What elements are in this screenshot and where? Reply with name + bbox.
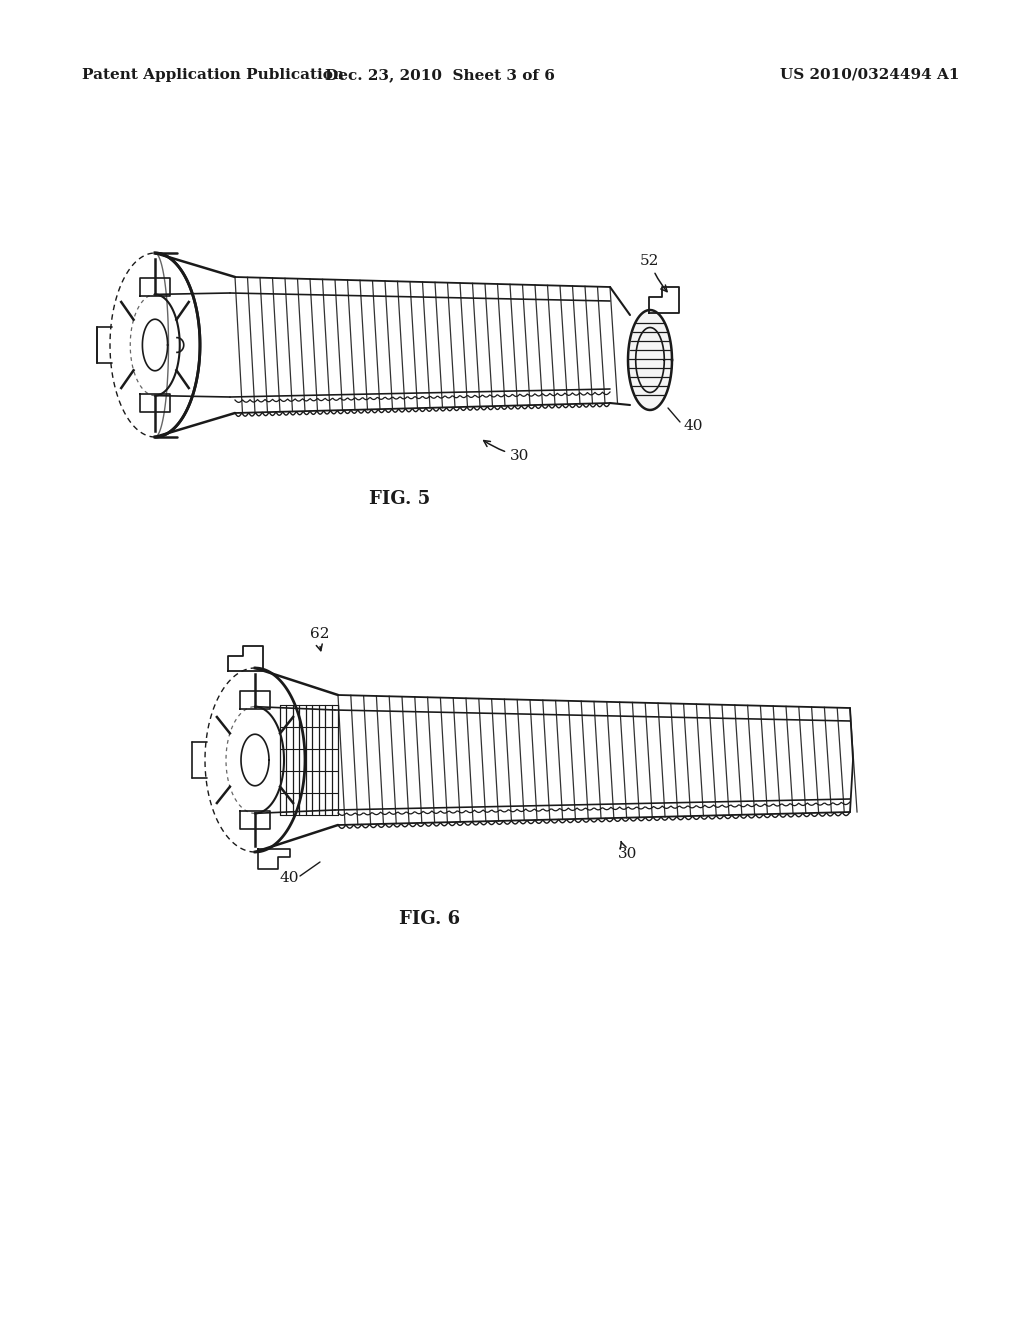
Text: Dec. 23, 2010  Sheet 3 of 6: Dec. 23, 2010 Sheet 3 of 6 bbox=[325, 69, 555, 82]
Text: 62: 62 bbox=[310, 627, 330, 651]
Text: FIG. 5: FIG. 5 bbox=[370, 490, 431, 508]
Text: 52: 52 bbox=[640, 253, 667, 292]
Text: 30: 30 bbox=[483, 441, 529, 463]
Text: Patent Application Publication: Patent Application Publication bbox=[82, 69, 344, 82]
Text: 40: 40 bbox=[280, 871, 299, 884]
Polygon shape bbox=[628, 310, 672, 411]
Text: 40: 40 bbox=[683, 418, 702, 433]
Text: FIG. 6: FIG. 6 bbox=[399, 909, 461, 928]
Text: US 2010/0324494 A1: US 2010/0324494 A1 bbox=[780, 69, 961, 82]
Text: 30: 30 bbox=[618, 841, 637, 861]
